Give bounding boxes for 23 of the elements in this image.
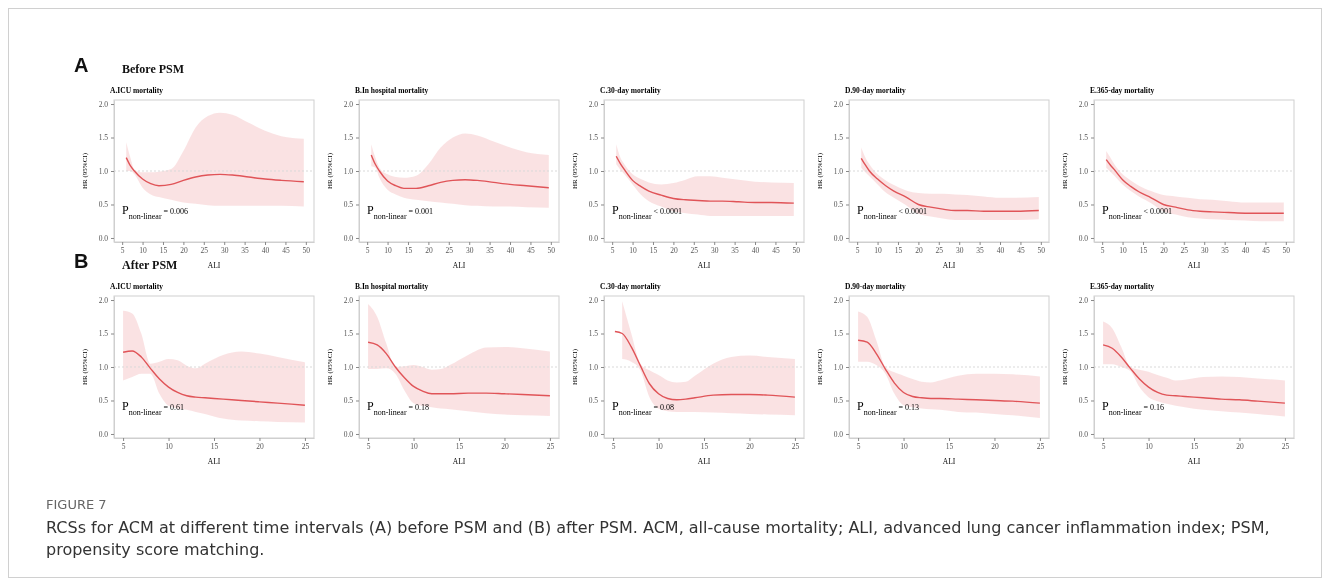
line-series: [370, 154, 550, 190]
text: A: [74, 54, 89, 77]
annotation: P$_{non-linear}$ = 0.006: [122, 203, 189, 221]
annotation: P$_{non-linear}$ < 0.0001: [857, 203, 928, 221]
caption: FIGURE 7: [46, 497, 107, 512]
text: RCSs for ACM at different time intervals (A) before PSM and (B) after PSM. ACM, all-cause mortality; ALI, advanced lung cancer inflammation index; PSM, propensity score matching.: [46, 517, 1271, 561]
line-series: [614, 330, 796, 401]
annotation: P$_{non-linear}$ = 0.16: [1102, 399, 1165, 417]
annotation: P$_{non-linear}$ = 0.08: [612, 399, 675, 417]
line-series: [125, 156, 305, 187]
text: Before PSM: [122, 62, 185, 77]
annotation: P$_{non-linear}$ < 0.0001: [612, 203, 683, 221]
line-series: [857, 339, 1041, 404]
line-series: [367, 341, 551, 397]
annotation: P$_{non-linear}$ = 0.61: [122, 399, 185, 417]
line-series: [1102, 344, 1286, 404]
annotation: P$_{non-linear}$ < 0.0001: [1102, 203, 1173, 221]
text: B: [74, 250, 89, 273]
annotation: P$_{non-linear}$ = 0.001: [367, 203, 434, 221]
line-series: [615, 155, 795, 204]
text: After PSM: [122, 258, 178, 273]
annotation: P$_{non-linear}$ = 0.18: [367, 399, 430, 417]
annotation: P$_{non-linear}$ = 0.13: [857, 399, 920, 417]
